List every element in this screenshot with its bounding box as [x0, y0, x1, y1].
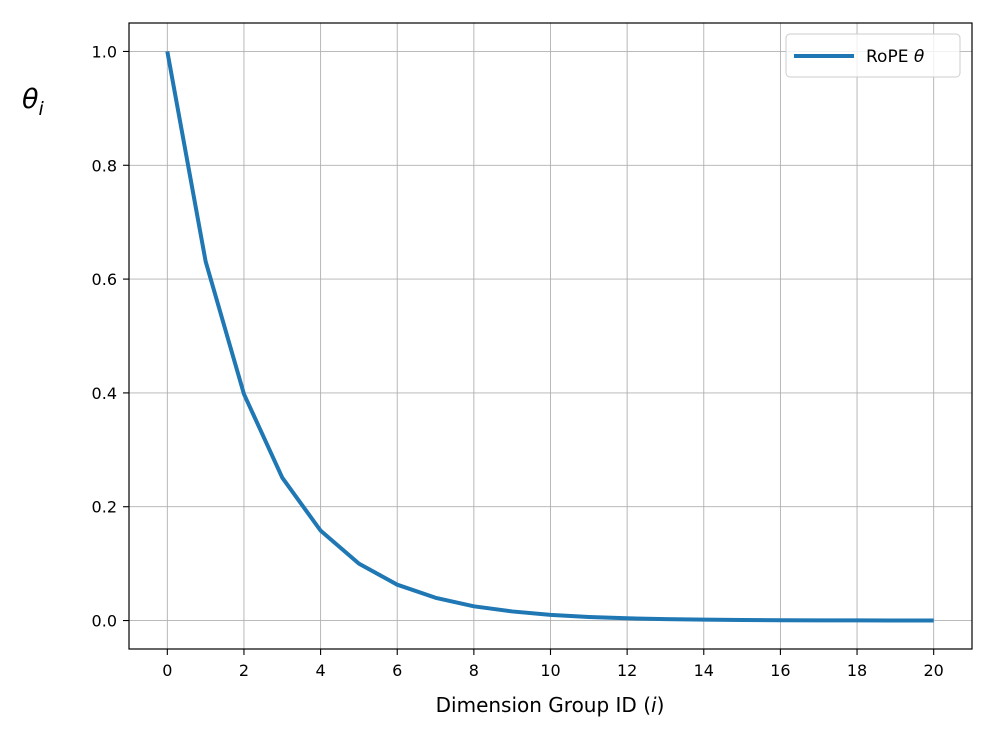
x-tick-label: 4 [315, 661, 325, 680]
x-axis-label: Dimension Group ID (i) [436, 693, 665, 717]
legend-label: RoPE θ [866, 47, 925, 67]
grid-lines [129, 23, 972, 649]
x-tick-label: 12 [617, 661, 637, 680]
y-tick-label: 0.8 [92, 156, 117, 175]
series-lines [165, 51, 934, 623]
legend: RoPE θ [785, 33, 961, 78]
y-axis-ticks: 0.0 0.2 0.4 0.6 0.8 1.0 [92, 42, 129, 631]
x-tick-label: 8 [469, 661, 479, 680]
y-tick-label: 0.2 [92, 498, 117, 517]
y-axis-label: θi [22, 84, 45, 120]
y-tick-label: 0.6 [92, 270, 117, 289]
x-tick-label: 0 [162, 661, 172, 680]
x-axis-ticks: 0 2 4 6 8 10 12 14 16 18 20 [162, 649, 944, 680]
x-tick-label: 20 [924, 661, 944, 680]
series-line-rope-theta [165, 51, 934, 623]
y-tick-label: 1.0 [92, 42, 117, 61]
x-tick-label: 10 [540, 661, 560, 680]
x-tick-label: 14 [694, 661, 714, 680]
x-tick-label: 2 [239, 661, 249, 680]
x-tick-label: 18 [847, 661, 867, 680]
x-tick-label: 6 [392, 661, 402, 680]
x-tick-label: 16 [770, 661, 790, 680]
legend-box [785, 33, 961, 78]
y-tick-label: 0.0 [92, 612, 117, 631]
y-tick-label: 0.4 [92, 384, 117, 403]
